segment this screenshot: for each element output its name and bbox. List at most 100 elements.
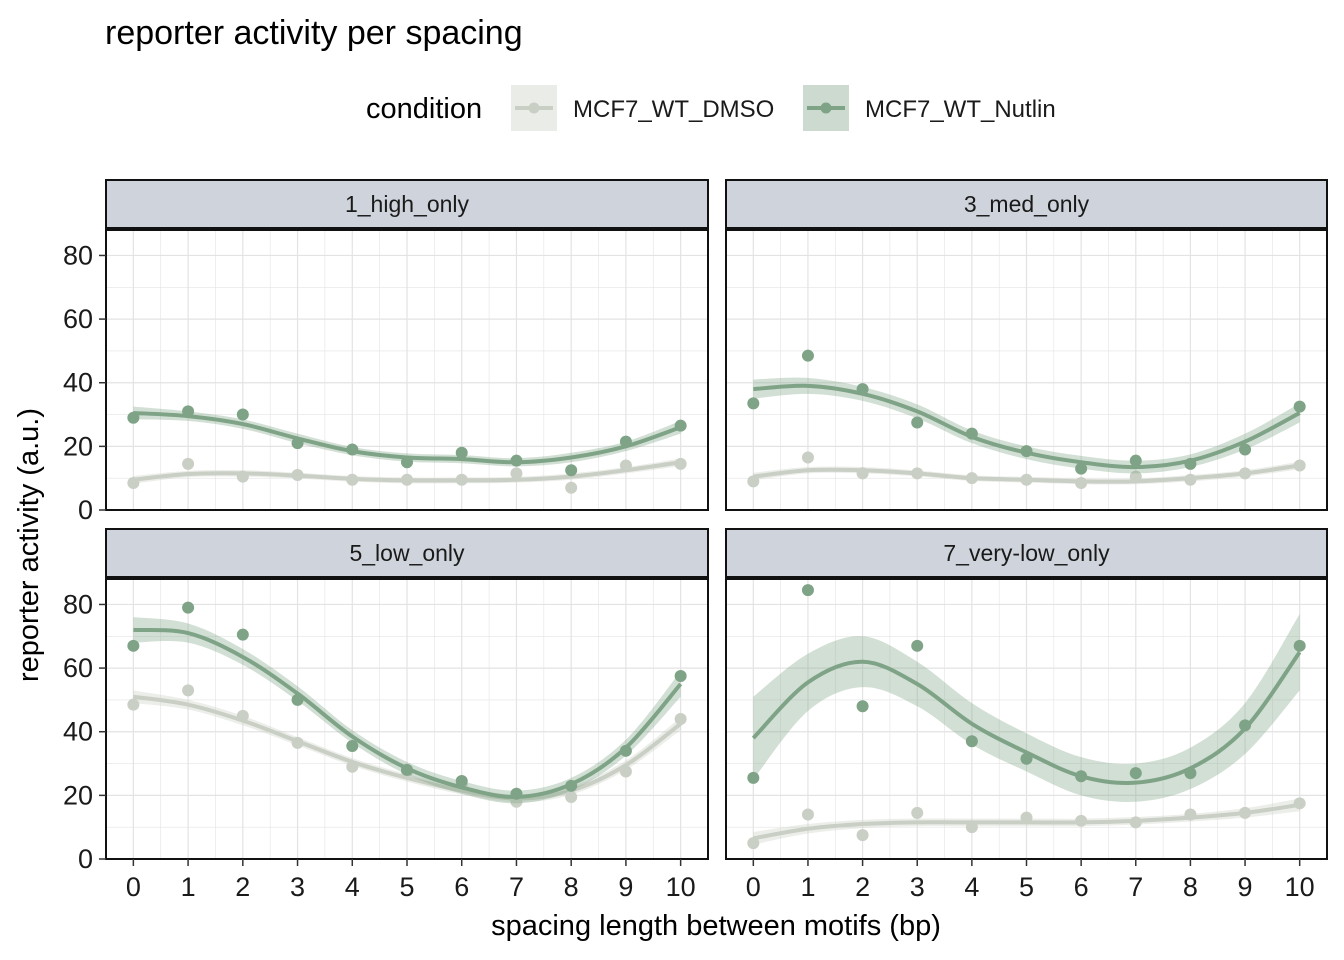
x-tick-label: 8 <box>1183 872 1198 902</box>
data-point <box>1129 454 1142 467</box>
data-point <box>1075 462 1088 475</box>
data-point <box>1020 752 1033 765</box>
panel-7_very-low_only: 7_very-low_only 0 1 2 3 4 5 6 7 8 9 10 <box>725 528 1328 902</box>
gridlines <box>105 230 709 510</box>
data-point <box>1075 476 1088 489</box>
data-point <box>965 821 978 834</box>
confidence-band <box>753 614 1300 802</box>
data-point <box>236 470 249 483</box>
x-tick-label: 3 <box>910 872 925 902</box>
data-point <box>1239 443 1252 456</box>
y-tick-label: 80 <box>63 240 93 270</box>
data-point <box>674 419 687 432</box>
data-point <box>619 744 632 757</box>
y-axis: 0 20 40 60 80 <box>63 589 106 874</box>
legend-item-mcf7-wt-nutlin: MCF7_WT_Nutlin <box>803 85 1056 131</box>
data-point <box>1184 473 1197 486</box>
data-point <box>127 411 140 424</box>
data-point <box>801 584 814 597</box>
facet-panels: 1_high_only0204060803_med_only5_low_only… <box>63 179 1328 902</box>
data-point <box>455 775 468 788</box>
x-tick-label: 0 <box>746 872 761 902</box>
data-point <box>674 713 687 725</box>
legend-label: MCF7_WT_Nutlin <box>865 96 1056 123</box>
series-mcf7-wt-nutlin <box>747 584 1306 802</box>
facet-strip <box>725 528 1328 578</box>
panel-1_high_only: 1_high_only 0 20 40 60 80 <box>63 179 709 525</box>
y-tick-label: 60 <box>63 653 93 683</box>
data-point <box>236 408 249 421</box>
series-mcf7-wt-nutlin <box>127 405 687 477</box>
data-point <box>291 437 304 450</box>
series-mcf7-wt-nutlin <box>127 601 687 804</box>
data-point <box>1239 467 1252 480</box>
data-point <box>1239 806 1252 819</box>
data-point <box>1184 808 1197 821</box>
data-point <box>291 693 304 706</box>
x-tick-label: 10 <box>1285 872 1315 902</box>
data-point <box>674 670 687 683</box>
y-tick-label: 0 <box>78 495 93 525</box>
data-point <box>911 639 924 652</box>
x-tick-label: 2 <box>855 872 870 902</box>
data-point <box>127 698 140 711</box>
data-point <box>236 628 249 641</box>
data-point <box>182 405 195 418</box>
series-mcf7-wt-dmso <box>127 457 687 494</box>
data-point <box>747 771 760 784</box>
data-point <box>565 790 578 803</box>
x-tick-label: 1 <box>800 872 815 902</box>
data-point <box>565 464 578 477</box>
data-point <box>291 736 304 749</box>
x-tick-label: 2 <box>235 872 250 902</box>
data-point <box>801 451 814 464</box>
x-tick-label: 1 <box>181 872 196 902</box>
facet-strip <box>105 179 709 229</box>
series-mcf7-wt-dmso <box>747 797 1306 850</box>
data-point <box>911 467 924 480</box>
series-mcf7-wt-nutlin <box>747 349 1306 475</box>
x-tick-label: 7 <box>1128 872 1143 902</box>
data-point <box>747 475 760 488</box>
data-point <box>619 765 632 778</box>
x-tick-label: 3 <box>290 872 305 902</box>
data-point <box>565 481 578 494</box>
x-tick-label: 8 <box>564 872 579 902</box>
data-point <box>401 456 413 469</box>
data-point <box>1020 811 1033 824</box>
facet-strip-label: 7_very-low_only <box>943 540 1110 566</box>
data-point <box>127 639 140 652</box>
y-tick-label: 60 <box>63 304 93 334</box>
y-tick-label: 40 <box>63 368 93 398</box>
x-tick-label: 5 <box>399 872 414 902</box>
x-tick-label: 9 <box>1238 872 1253 902</box>
data-point <box>565 779 578 792</box>
data-point <box>346 760 359 773</box>
y-tick-label: 20 <box>63 780 93 810</box>
panel-border <box>105 229 709 511</box>
data-point <box>346 740 359 753</box>
panel-border <box>725 229 1328 511</box>
data-point <box>856 467 869 480</box>
legend-title: condition <box>366 93 482 125</box>
legend-key-point <box>820 102 832 114</box>
x-tick-label: 6 <box>454 872 469 902</box>
data-point <box>401 473 413 486</box>
panel-3_med_only: 3_med_only <box>725 179 1328 511</box>
data-point <box>455 473 468 486</box>
data-point <box>510 454 523 467</box>
data-point <box>127 476 140 489</box>
data-point <box>510 467 523 480</box>
data-point <box>401 763 413 776</box>
data-point <box>1129 767 1142 780</box>
data-point <box>1239 719 1252 732</box>
data-point <box>1293 459 1306 472</box>
data-point <box>674 457 687 470</box>
confidence-band <box>133 690 681 803</box>
x-tick-label: 6 <box>1074 872 1089 902</box>
data-point <box>291 469 304 481</box>
x-tick-label: 9 <box>618 872 633 902</box>
data-point <box>747 397 760 410</box>
data-point <box>856 829 869 842</box>
